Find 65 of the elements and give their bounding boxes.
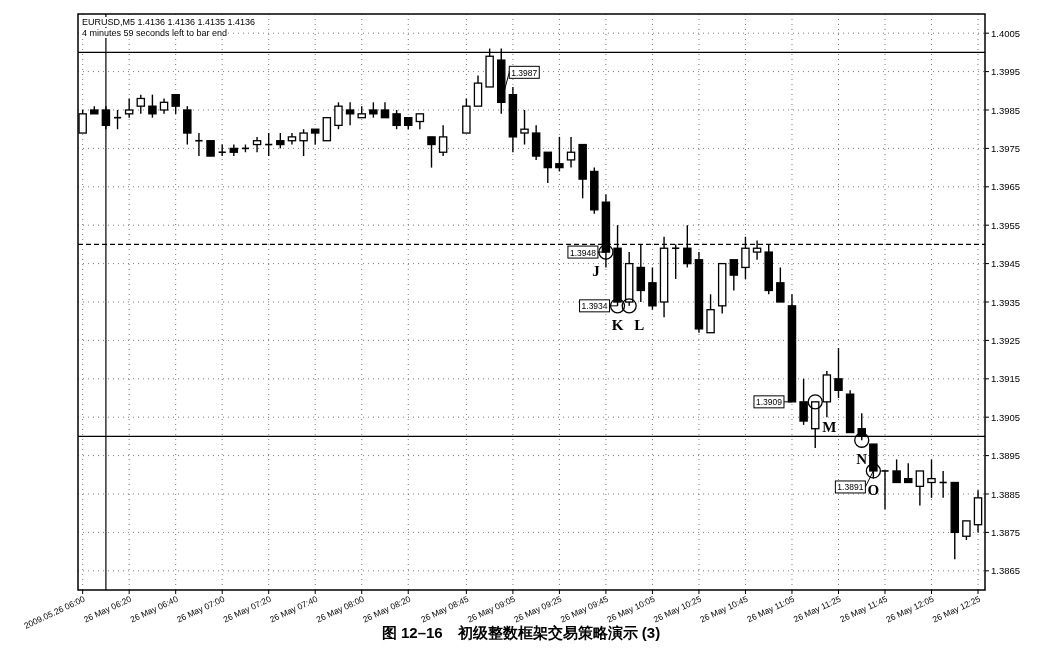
candlestick [904, 462, 913, 484]
header: 4 minutes 59 seconds left to bar end [81, 28, 229, 38]
candlestick [520, 109, 529, 146]
y-tick-label: 1.3865 [991, 565, 1021, 577]
y-tick-label: 1.3885 [991, 488, 1021, 500]
y-tick-label: 1.3995 [991, 66, 1021, 78]
candlestick [834, 347, 843, 399]
annotation: N [856, 451, 868, 468]
candlestick [194, 132, 204, 157]
candlestick [915, 470, 925, 507]
candlestick [124, 97, 134, 119]
candlestick [531, 124, 541, 161]
candlestick [927, 458, 936, 499]
candlestick [171, 93, 180, 115]
candlestick [543, 151, 553, 184]
candlestick [438, 124, 448, 157]
y-tick-label: 1.3985 [991, 104, 1021, 116]
candlestick [473, 74, 483, 107]
annotation: 1.3909 [755, 397, 783, 408]
price-label: 1.3987 [500, 65, 540, 103]
y-tick-label: 1.3895 [991, 450, 1021, 462]
text: 图 12–16 初级整数框架交易策略演示 (3) [381, 624, 661, 641]
candlestick [648, 266, 657, 311]
candlestick [729, 259, 739, 292]
candlestick [566, 136, 576, 169]
candlestick [148, 93, 157, 119]
y-tick-label: 1.3875 [991, 526, 1021, 538]
y-tick-label: 1.3975 [991, 142, 1021, 154]
candlestick [776, 266, 785, 303]
candlestick [892, 458, 901, 484]
candlestick [334, 101, 343, 130]
price-label: 1.3934 [579, 299, 619, 313]
candlestick [183, 105, 192, 146]
header: EURUSD,M5 1.4136 1.4136 1.4135 1.4136 [81, 17, 257, 27]
price-label: 1.3948 [567, 245, 607, 259]
y-tick-label: 1.3935 [991, 296, 1021, 308]
annotation: 1.3948 [569, 247, 597, 258]
y-tick-label: 1.3925 [991, 334, 1021, 346]
candlestick [880, 470, 890, 511]
candlestick [345, 101, 355, 127]
candlestick [962, 520, 971, 541]
y-tick-label: 1.3905 [991, 411, 1021, 423]
annotation: M [822, 418, 837, 435]
candlestick [555, 136, 564, 173]
price-label: 1.3909 [753, 395, 793, 409]
annotation: J [592, 263, 601, 280]
candlestick [217, 143, 227, 157]
y-tick-label: 1.3915 [991, 373, 1021, 385]
y-tick-label: 1.3945 [991, 258, 1021, 270]
candlestick [252, 136, 262, 153]
annotation: K [611, 316, 624, 333]
candlestick [322, 117, 332, 142]
candlestick [392, 109, 401, 130]
annotation: L [634, 316, 645, 333]
annotation: 1.3934 [581, 301, 608, 312]
candlestick [299, 128, 308, 157]
y-tick-label: 1.3965 [991, 181, 1021, 193]
y-tick-label: 1.4005 [991, 27, 1021, 39]
annotation: 1.3987 [511, 67, 538, 78]
annotation: 1.3891 [837, 482, 864, 493]
candlestick [136, 93, 146, 115]
candlestick [799, 378, 808, 426]
candlestick [427, 136, 436, 169]
y-tick-label: 1.3955 [991, 219, 1021, 231]
candlestick [706, 293, 715, 334]
